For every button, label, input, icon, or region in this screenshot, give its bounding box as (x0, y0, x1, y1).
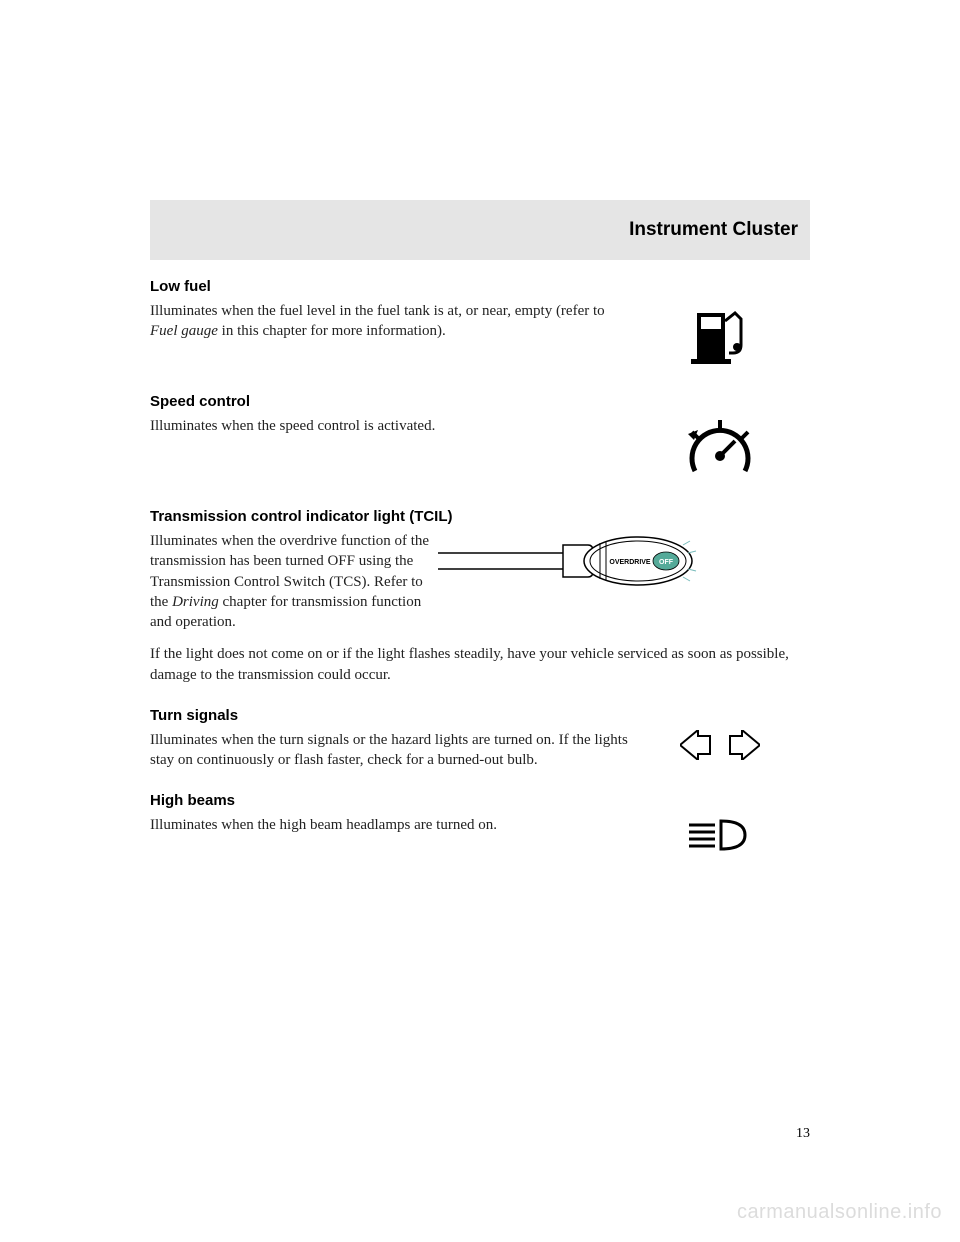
watermark: carmanualsonline.info (737, 1201, 942, 1224)
text-low-fuel-1: Illuminates when the fuel level in the f… (150, 303, 605, 319)
text-turn-signals: Illuminates when the turn signals or the… (150, 730, 630, 771)
heading-turn-signals: Turn signals (150, 707, 810, 724)
section-tcil: Transmission control indicator light (TC… (150, 508, 810, 685)
text-tcil-italic: Driving (172, 594, 219, 610)
page-content: Instrument Cluster Low fuel Illuminates … (0, 0, 960, 855)
section-high-beams: High beams Illuminates when the high bea… (150, 792, 810, 855)
heading-speed-control: Speed control (150, 393, 810, 410)
speedometer-icon (630, 416, 810, 486)
row-speed-control: Illuminates when the speed control is ac… (150, 416, 810, 486)
row-high-beams: Illuminates when the high beam headlamps… (150, 815, 810, 855)
section-speed-control: Speed control Illuminates when the speed… (150, 393, 810, 486)
heading-tcil: Transmission control indicator light (TC… (150, 508, 810, 525)
row-turn-signals: Illuminates when the turn signals or the… (150, 730, 810, 771)
text-low-fuel: Illuminates when the fuel level in the f… (150, 301, 630, 342)
text-tcil: Illuminates when the overdrive function … (150, 531, 430, 632)
section-turn-signals: Turn signals Illuminates when the turn s… (150, 707, 810, 771)
fuel-pump-icon (630, 301, 810, 371)
overdrive-label: OVERDRIVE (609, 559, 651, 566)
section-low-fuel: Low fuel Illuminates when the fuel level… (150, 278, 810, 371)
header-bar: Instrument Cluster (150, 200, 810, 260)
text-low-fuel-italic: Fuel gauge (150, 323, 218, 339)
page-number: 13 (796, 1126, 810, 1142)
high-beam-icon (630, 815, 810, 855)
text-tcil-full: If the light does not come on or if the … (150, 644, 810, 685)
text-low-fuel-2: in this chapter for more information). (218, 323, 446, 339)
heading-low-fuel: Low fuel (150, 278, 810, 295)
text-speed-control: Illuminates when the speed control is ac… (150, 416, 630, 436)
off-label: OFF (659, 559, 674, 566)
overdrive-off-icon: OVERDRIVE OFF (438, 531, 698, 596)
turn-signals-icon (630, 730, 810, 760)
page-title: Instrument Cluster (629, 219, 798, 241)
row-low-fuel: Illuminates when the fuel level in the f… (150, 301, 810, 371)
text-high-beams: Illuminates when the high beam headlamps… (150, 815, 630, 835)
heading-high-beams: High beams (150, 792, 810, 809)
row-tcil: Illuminates when the overdrive function … (150, 531, 810, 632)
